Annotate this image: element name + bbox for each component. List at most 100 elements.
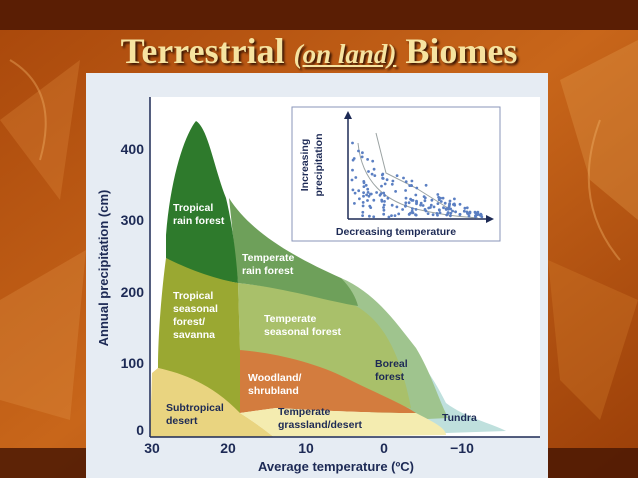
svg-text:forest: forest [375, 371, 405, 383]
inset-dot [404, 196, 408, 200]
inset-dot [435, 212, 439, 215]
svg-text:rain forest: rain forest [173, 215, 225, 227]
inset-dot [372, 215, 376, 219]
inset-dot [439, 200, 443, 203]
inset-dot [364, 183, 368, 187]
title-part-end: Biomes [396, 31, 518, 71]
inset-dot [381, 177, 385, 180]
svg-text:savanna: savanna [173, 329, 215, 341]
inset-dot [383, 182, 387, 186]
inset-dot [437, 195, 440, 199]
inset-dot [426, 212, 430, 216]
inset-dot [362, 181, 366, 185]
svg-text:Subtropical: Subtropical [166, 402, 224, 414]
svg-text:Tropical: Tropical [173, 290, 213, 302]
svg-text:Temperate: Temperate [264, 313, 316, 325]
inset-dot [480, 215, 484, 219]
inset-dot [361, 201, 365, 204]
inset-dot [415, 200, 418, 204]
inset-dot [368, 214, 371, 218]
biome-label-temperate-grassland: Temperate grassland/desert [278, 406, 363, 431]
inset-dot [410, 179, 414, 183]
inset-dot [474, 215, 477, 219]
inset-dot [351, 141, 354, 145]
inset-dot [351, 168, 354, 172]
inset-dot [354, 176, 358, 179]
inset-dot [361, 210, 365, 214]
inset-dot [452, 203, 455, 206]
inset-dot [467, 214, 471, 218]
inset-dot [411, 199, 415, 202]
inset-dot [360, 155, 364, 159]
biome-region-subtropical-desert [150, 368, 274, 437]
svg-text:shrubland: shrubland [248, 385, 299, 397]
inset-dot [395, 174, 399, 177]
svg-text:seasonal: seasonal [173, 303, 218, 315]
inset-dot [438, 208, 441, 212]
inset-dot [391, 179, 395, 183]
inset-dot [380, 184, 383, 188]
inset-dot [404, 189, 407, 192]
y-tick-label: 400 [121, 141, 145, 157]
inset-dot [451, 209, 454, 213]
inset-dot [380, 173, 384, 177]
inset-dot [414, 213, 417, 217]
inset-dot [449, 207, 452, 211]
inset-dot [423, 196, 427, 200]
biome-region-woodland-shrubland [240, 350, 416, 413]
inset-dot [366, 158, 369, 161]
x-tick-label: 10 [298, 440, 314, 456]
x-axis-title: Average temperature (ºC) [258, 459, 414, 474]
inset-dot [465, 206, 469, 210]
inset-dot [370, 172, 374, 176]
svg-text:rain forest: rain forest [242, 265, 294, 277]
inset-dot [362, 191, 365, 194]
x-tick-label: −10 [450, 440, 474, 456]
inset-dot [423, 208, 427, 211]
svg-text:Temperate: Temperate [242, 252, 294, 264]
inset-dot [361, 214, 364, 218]
y-tick-label: 200 [121, 284, 145, 300]
inset-dot [476, 213, 479, 217]
title-part-main: Terrestrial [120, 31, 294, 71]
inset-dot [468, 211, 472, 215]
inset-dot [390, 214, 393, 218]
y-axis-title: Annual precipitation (cm) [96, 190, 111, 347]
inset-dot [436, 202, 440, 206]
inset-dot [429, 203, 433, 207]
svg-text:desert: desert [166, 415, 198, 427]
inset-dot [382, 206, 385, 209]
inset-dot [436, 193, 440, 196]
inset-dot [445, 213, 449, 217]
inset-dot [373, 174, 377, 177]
inset-x-arrow [486, 215, 494, 223]
inset-dot [369, 206, 373, 210]
inset-dot [401, 208, 404, 211]
biome-region-tropical-savanna [158, 258, 240, 415]
inset-dot [367, 194, 371, 198]
biome-region-temperate-rain-forest [229, 198, 358, 306]
inset-dot [371, 159, 375, 163]
inset-dot [448, 203, 451, 207]
inset-dot [379, 192, 383, 196]
inset-dot [382, 203, 386, 207]
inset-dot [407, 213, 411, 216]
y-tick-label: 300 [121, 212, 145, 228]
inset-dot [395, 205, 399, 209]
inset-dot [394, 190, 397, 193]
x-tick-label: 20 [220, 440, 236, 456]
inset-dot [414, 193, 418, 197]
biome-region-temperate-seasonal-forest [238, 283, 411, 408]
inset-dot [383, 194, 386, 197]
inset-dot [361, 151, 364, 155]
inset-dot [466, 212, 469, 215]
inset-dot [372, 167, 376, 171]
biome-label-temperate-rain-forest: Temperate rain forest [242, 252, 294, 277]
inset-dot [453, 197, 456, 201]
inset-dot [397, 212, 401, 216]
inset-dot [454, 210, 457, 214]
x-tick-label: 30 [144, 440, 160, 456]
inset-dot [415, 186, 419, 190]
svg-text:Temperate: Temperate [278, 406, 330, 418]
inset-dot [353, 191, 357, 195]
